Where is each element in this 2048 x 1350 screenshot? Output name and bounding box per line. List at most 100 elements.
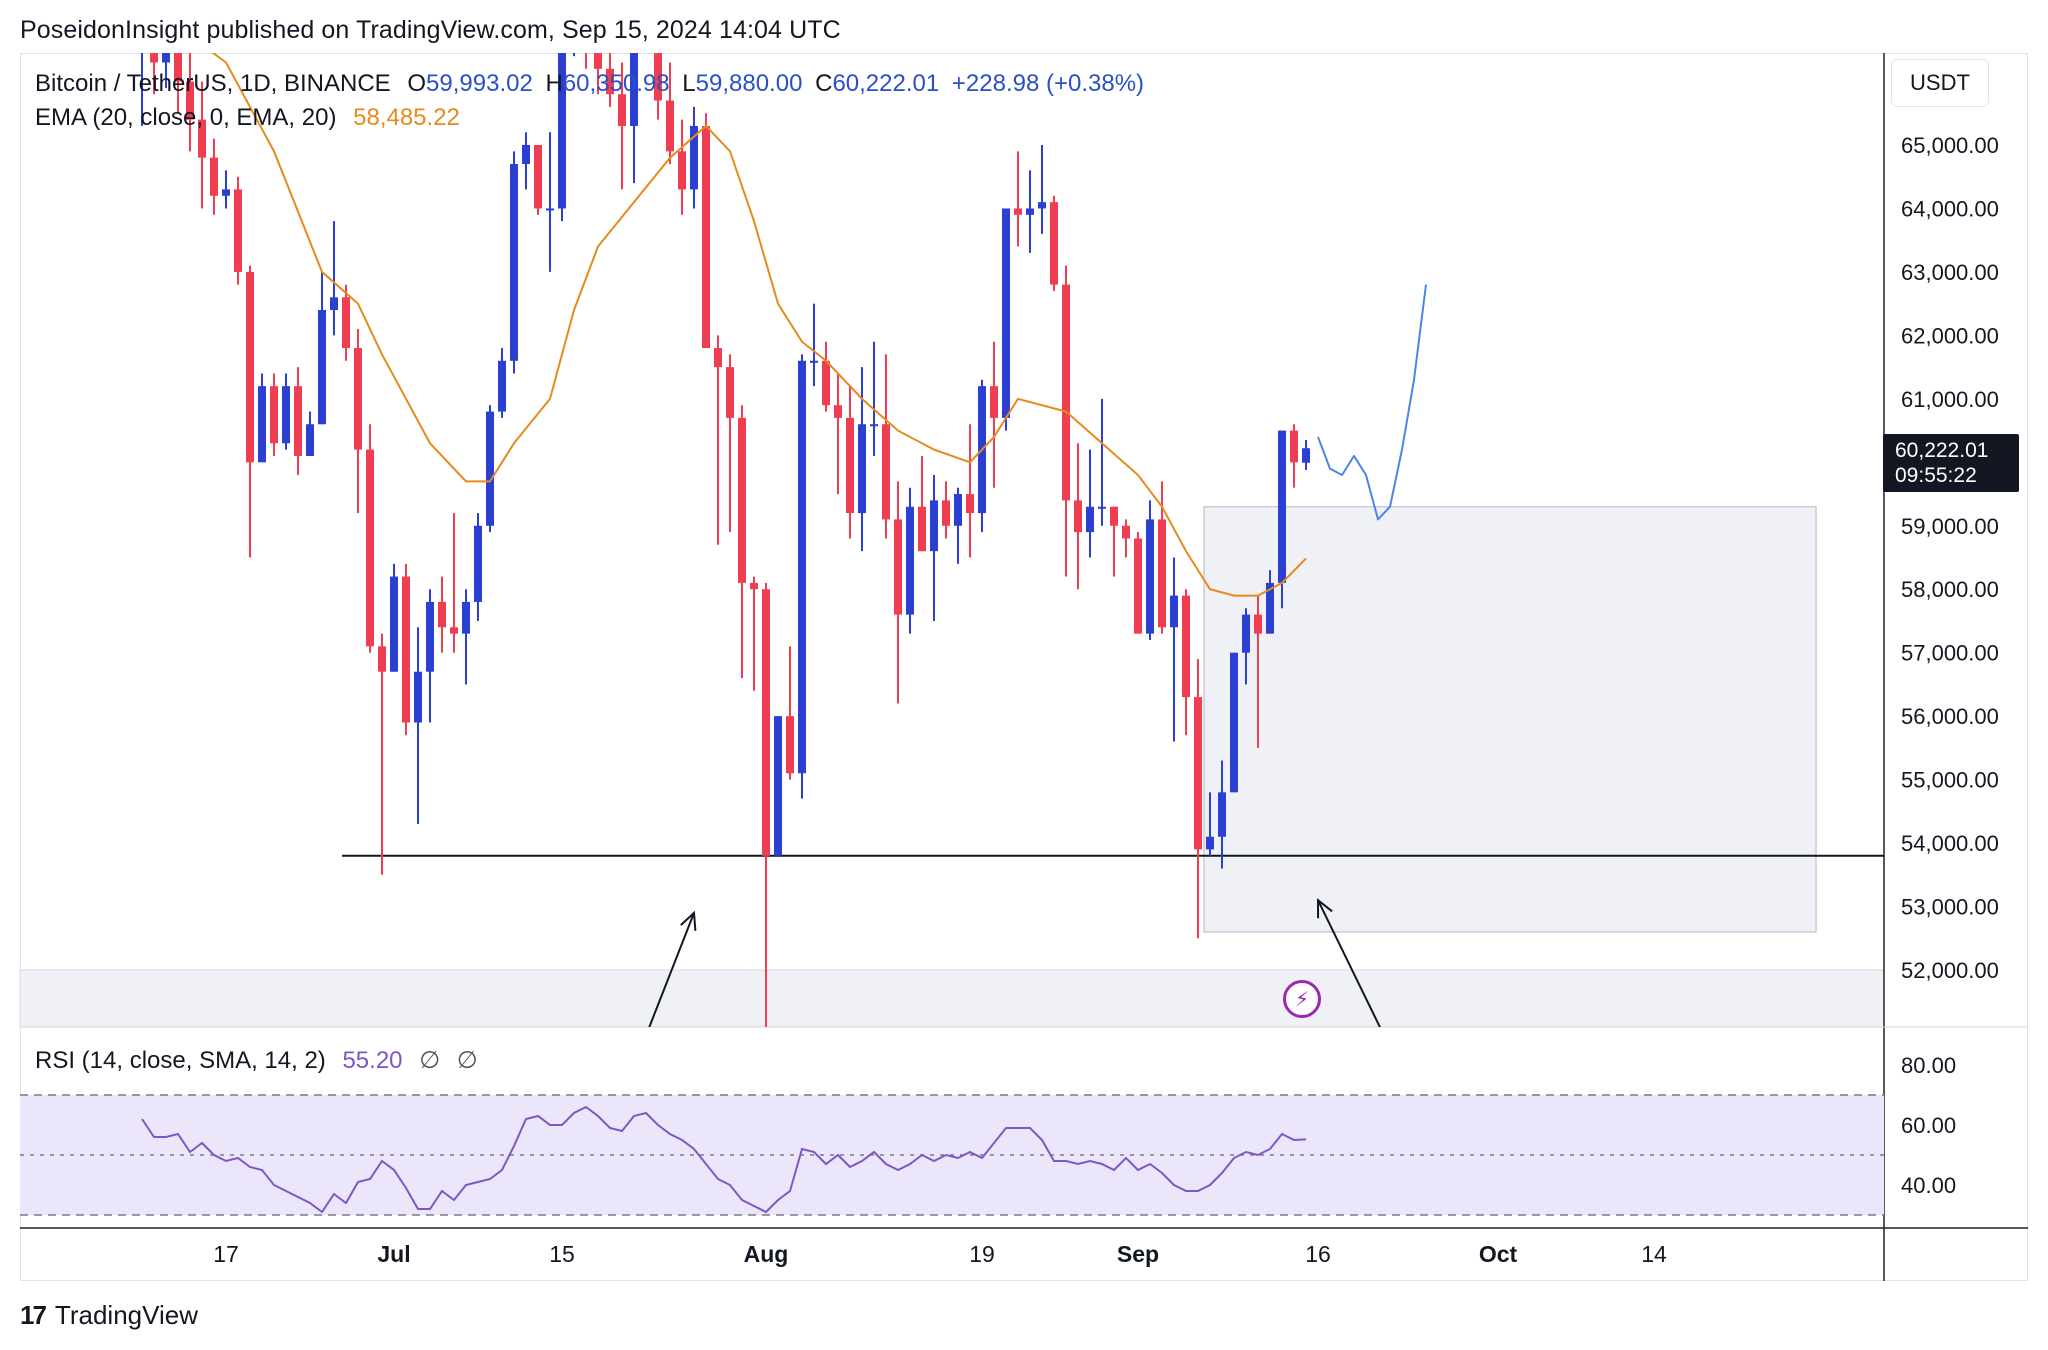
candle-body <box>1002 208 1010 418</box>
candle-body <box>1218 792 1226 837</box>
candle <box>822 341 830 412</box>
candle-body <box>846 417 854 514</box>
candle <box>210 138 218 215</box>
candle <box>630 53 638 184</box>
candle <box>678 119 686 215</box>
candle <box>330 221 338 336</box>
time-tick-label: 14 <box>1641 1241 1667 1267</box>
price-tick-label: 52,000.00 <box>1901 958 1999 983</box>
candle-body <box>858 424 866 514</box>
candle-body <box>774 716 782 856</box>
ema-label[interactable]: EMA (20, close, 0, EMA, 20) <box>35 104 337 131</box>
candle <box>1026 170 1034 253</box>
projection-path <box>1317 284 1427 521</box>
candle-body <box>354 348 362 450</box>
candle-body <box>714 348 722 368</box>
candle <box>1014 151 1022 247</box>
candle-body <box>1278 430 1286 583</box>
candle-body <box>138 24 146 49</box>
price-tick-label: 53,000.00 <box>1901 895 1999 920</box>
symbol-label[interactable]: Bitcoin / TetherUS, 1D, BINANCE <box>35 70 391 97</box>
candle-body <box>438 601 446 628</box>
candle-body <box>462 601 470 634</box>
currency-button[interactable]: USDT <box>1891 59 1989 107</box>
candle <box>270 373 278 456</box>
price-tick-label: 64,000.00 <box>1901 196 1999 221</box>
candle <box>690 106 698 209</box>
candle <box>642 0 650 37</box>
candle <box>1062 265 1070 577</box>
demand-zone <box>1203 505 1817 933</box>
candle-body <box>798 360 806 774</box>
candle <box>654 53 662 120</box>
candle <box>510 151 518 374</box>
candle-body <box>666 100 674 152</box>
candle-body <box>606 68 614 95</box>
candle <box>162 53 170 88</box>
candle <box>750 576 758 691</box>
candle <box>258 373 266 463</box>
chart-frame <box>20 53 2028 1281</box>
candle <box>546 132 554 272</box>
candle-body <box>690 125 698 190</box>
low-value: 59,880.00 <box>695 70 803 97</box>
candle <box>558 53 566 222</box>
candle <box>150 53 158 95</box>
rsi-value: 55.20 <box>342 1047 403 1074</box>
candle <box>618 62 626 190</box>
rsi-label[interactable]: RSI (14, close, SMA, 14, 2) <box>35 1047 326 1074</box>
candle <box>606 53 614 107</box>
candle-body <box>1170 595 1178 628</box>
candle-body <box>918 506 926 552</box>
candle-body <box>426 601 434 672</box>
candle-body <box>1302 448 1310 463</box>
price-tick-label: 58,000.00 <box>1901 577 1999 602</box>
candle <box>522 132 530 190</box>
tradingview-brand: TradingView <box>54 1300 198 1330</box>
candle-body <box>750 582 758 590</box>
candle-body <box>1230 652 1238 793</box>
candle <box>714 335 722 545</box>
candle-body <box>270 386 278 444</box>
annotation-arrow-head-1 <box>680 910 697 931</box>
candle <box>930 475 938 621</box>
candle-body <box>186 81 194 120</box>
candle-body <box>954 494 962 526</box>
candle-body <box>1158 519 1166 628</box>
candle <box>906 487 914 634</box>
ema-legend: EMA (20, close, 0, EMA, 20) 58,485.22 <box>35 104 460 132</box>
candle-body <box>1194 697 1202 850</box>
candle-body <box>762 589 770 856</box>
candle-body <box>498 360 506 412</box>
candle <box>990 341 998 488</box>
candle-body <box>618 94 626 126</box>
time-tick-label: 19 <box>969 1241 995 1267</box>
ema-value: 58,485.22 <box>353 104 460 131</box>
candle-body <box>486 411 494 526</box>
candle <box>366 424 374 653</box>
bar-countdown: 09:55:22 <box>1895 464 1977 487</box>
candle-body <box>546 208 554 211</box>
tradingview-logo[interactable]: 17 TradingView <box>20 1300 198 1331</box>
candle <box>1134 532 1142 634</box>
candle <box>1266 570 1274 634</box>
candle-body <box>930 500 938 552</box>
candle-body <box>966 494 974 514</box>
candle-body <box>1134 538 1142 634</box>
price-chart[interactable]: 65,000.00 64,000.00 63,000.00 62,000.00 61,0… <box>0 0 2048 1300</box>
time-tick-label: Aug <box>744 1241 789 1267</box>
candle-body <box>942 500 950 526</box>
candle <box>354 329 362 514</box>
candle <box>138 24 146 126</box>
lightning-icon[interactable]: ⚡ <box>1283 980 1321 1018</box>
candle <box>174 53 182 114</box>
candle-body <box>1026 208 1034 215</box>
candle-body <box>150 53 158 63</box>
annotation-arrow-2 <box>1317 899 1381 1027</box>
candle <box>498 348 506 418</box>
candle <box>810 303 818 387</box>
candle <box>1038 145 1046 234</box>
annotation-arrow-head-2 <box>1316 898 1333 919</box>
candle <box>1242 608 1250 685</box>
candle <box>978 379 986 533</box>
